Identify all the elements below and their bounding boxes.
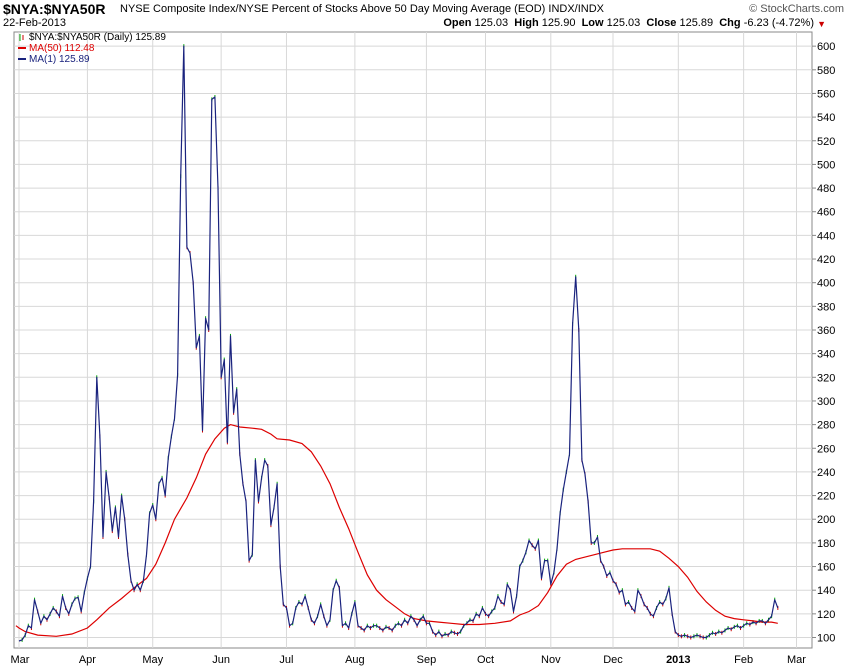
x-tick-label: Nov — [541, 654, 561, 666]
x-tick-label: May — [142, 654, 163, 666]
low-value: 125.03 — [606, 17, 641, 29]
x-tick-label: 2013 — [666, 654, 690, 666]
y-tick-label: 240 — [817, 467, 835, 479]
grid-lines — [14, 32, 812, 648]
chart-date: 22-Feb-2013 — [3, 17, 66, 29]
y-tick-label: 520 — [817, 136, 835, 148]
quote-summary: Open 125.03 High 125.90 Low 125.03 Close… — [443, 17, 814, 29]
chg-value: -6.23 (-4.72%) — [743, 17, 814, 29]
x-tick-label: Mar — [11, 654, 30, 666]
y-tick-label: 460 — [817, 207, 835, 219]
y-tick-label: 120 — [817, 609, 835, 621]
y-tick-label: 480 — [817, 183, 835, 195]
y-tick-label: 180 — [817, 538, 835, 550]
x-tick-label: Jul — [279, 654, 293, 666]
plot-area — [13, 31, 813, 649]
legend-label: $NYA:$NYA50R (Daily) 125.89 — [29, 32, 166, 43]
down-arrow-icon: ▼ — [817, 19, 826, 29]
y-tick-label: 340 — [817, 349, 835, 361]
x-tick-label: Apr — [79, 654, 96, 666]
y-tick-label: 500 — [817, 159, 835, 171]
y-tick-label: 580 — [817, 65, 835, 77]
y-tick-label: 440 — [817, 230, 835, 242]
close-label: Close — [646, 17, 677, 29]
legend-label: MA(50) 112.48 — [29, 43, 95, 54]
y-axis: 100 120 140 160 180 200 220 240 260 280 300 320 340 3… — [812, 41, 835, 645]
y-tick-label: 420 — [817, 254, 835, 266]
y-tick-label: 160 — [817, 562, 835, 574]
x-tick-label: Aug — [345, 654, 365, 666]
high-label: High — [514, 17, 539, 29]
brand-logo: © StockCharts.com — [749, 3, 844, 15]
y-tick-label: 360 — [817, 325, 835, 337]
low-label: Low — [581, 17, 604, 29]
symbol-title: $NYA:$NYA50R — [3, 1, 106, 17]
high-value: 125.90 — [541, 17, 576, 29]
y-tick-label: 280 — [817, 420, 835, 432]
y-tick-label: 380 — [817, 301, 835, 313]
y-tick-label: 100 — [817, 633, 835, 645]
series-group — [15, 44, 779, 642]
chart-description: NYSE Composite Index/NYSE Percent of Sto… — [120, 3, 605, 15]
y-tick-label: 560 — [817, 88, 835, 100]
legend-label: MA(1) 125.89 — [29, 54, 90, 65]
y-tick-label: 540 — [817, 112, 835, 124]
x-tick-label: Jun — [212, 654, 230, 666]
y-tick-label: 600 — [817, 41, 835, 53]
y-tick-label: 260 — [817, 443, 835, 455]
x-tick-label: Feb — [734, 654, 753, 666]
y-tick-label: 200 — [817, 514, 835, 526]
x-tick-label: Sep — [417, 654, 437, 666]
x-axis: Mar Apr May Jun Jul Aug Sep Oct Nov Dec 2013 Feb Mar — [11, 654, 807, 666]
price-line — [18, 45, 779, 642]
close-value: 125.89 — [679, 17, 714, 29]
open-label: Open — [443, 17, 472, 29]
y-tick-label: 140 — [817, 585, 835, 597]
chart-header: $NYA:$NYA50R NYSE Composite Index/NYSE P… — [0, 0, 850, 32]
y-tick-label: 300 — [817, 396, 835, 408]
open-value: 125.03 — [474, 17, 509, 29]
chg-label: Chg — [719, 17, 741, 29]
y-tick-label: 400 — [817, 278, 835, 290]
x-tick-label: Dec — [603, 654, 623, 666]
x-tick-label: Oct — [477, 654, 494, 666]
x-tick-label: Mar — [787, 654, 806, 666]
ma50-line — [15, 423, 778, 637]
y-tick-label: 320 — [817, 372, 835, 384]
y-tick-label: 220 — [817, 491, 835, 503]
